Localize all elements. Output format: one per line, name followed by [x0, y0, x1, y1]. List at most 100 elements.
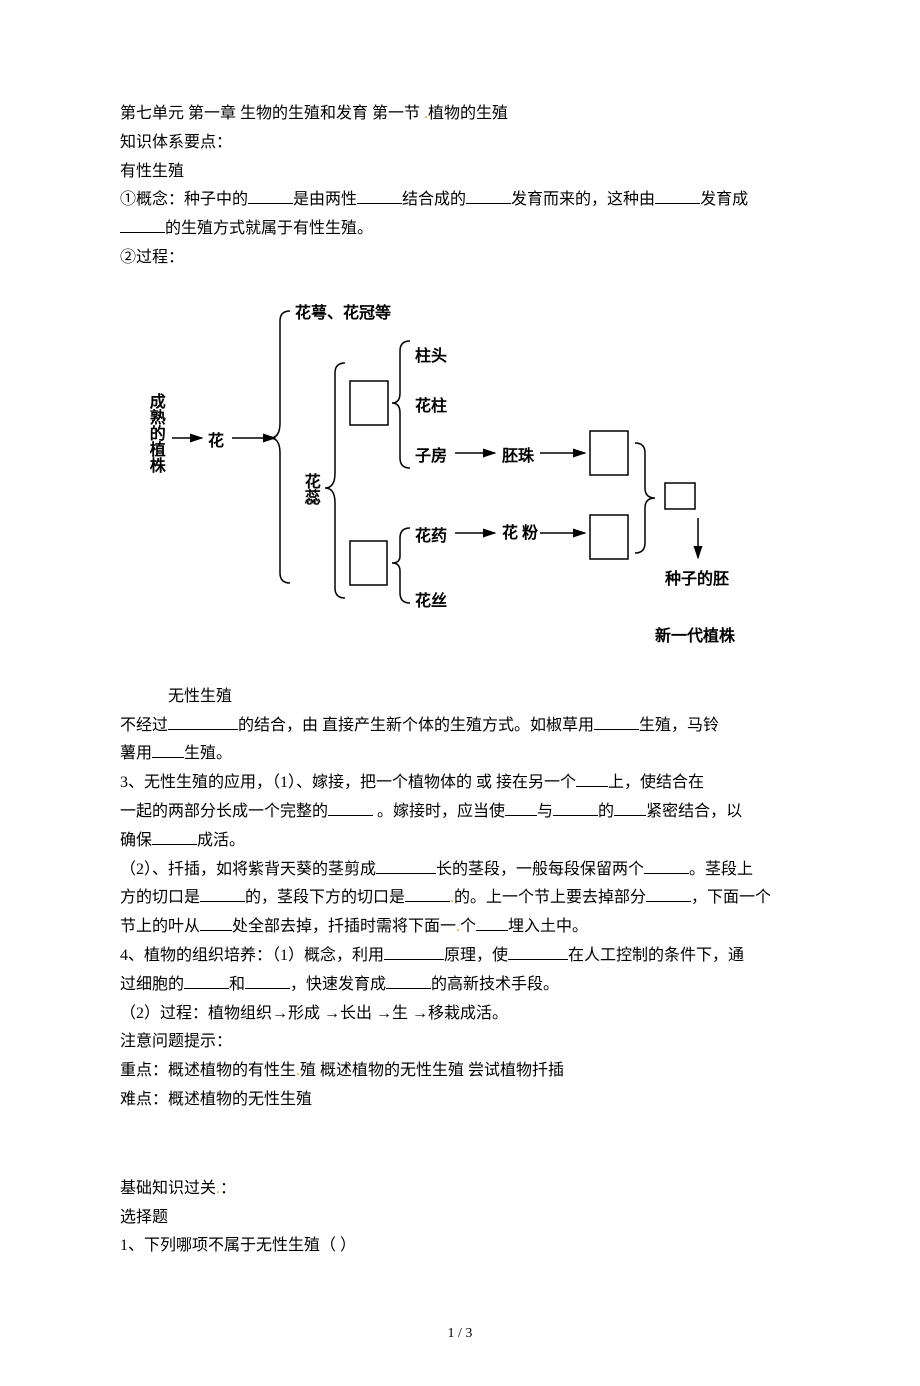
asexual-a: 不经过 — [120, 717, 168, 734]
item3-a: 3、无性生殖的应用，（1）、嫁接，把一个植物体的 或 接在另一个 — [120, 774, 576, 791]
blank — [466, 188, 511, 204]
item32-h: 节上的叶从 — [120, 918, 200, 935]
concept1-d: 发育而来的，这种由 — [511, 191, 655, 208]
blank — [152, 742, 184, 758]
blank — [376, 858, 436, 874]
concept-line1: ①概念：种子中的 是由两性 结合成的 发育而来的，这种由 发育成 — [120, 186, 800, 215]
blank — [405, 886, 450, 902]
key-line: 重点：概述植物的有性生.殖 概述植物的无性生殖 尝试植物扦插 — [120, 1057, 800, 1086]
blank — [594, 714, 639, 730]
item32-line3: 节上的叶从处全部去掉，扦插时需将下面一.个埋入土中。 — [120, 913, 800, 942]
asexual-line1: 不经过的结合，由 直接产生新个体的生殖方式。如椒草用生殖，马铃 — [120, 712, 800, 741]
q1: 1、下列哪项不属于无性生殖（ ） — [120, 1232, 800, 1261]
concept1-c: 结合成的 — [402, 191, 466, 208]
blank — [576, 771, 608, 787]
concept1-e: 发育成 — [700, 191, 748, 208]
asexual-c: 生殖，马铃 — [639, 717, 719, 734]
blank — [384, 944, 444, 960]
item32-e: 的，茎段下方的切口是 — [245, 889, 405, 906]
title-suffix: 植物的生殖 — [428, 105, 508, 122]
concept-line2: 的生殖方式就属于有性生殖。 — [120, 215, 800, 244]
item3-line1: 3、无性生殖的应用，（1）、嫁接，把一个植物体的 或 接在另一个 上，使结合在 — [120, 769, 800, 798]
item4-line2: 过细胞的 和 ，快速发育成 的高新技术手段。 — [120, 971, 800, 1000]
blank — [644, 858, 689, 874]
blank — [168, 714, 238, 730]
key-a: 重点：概述植物的有性生 — [120, 1062, 296, 1079]
flower-diagram: 成熟的植株 花 花萼、花冠等 花蕊 柱头 花柱 子房 胚珠 花药 花 粉 花丝 … — [120, 293, 820, 663]
blank — [386, 973, 431, 989]
item4-line1: 4、植物的组织培养：（1）概念，利用 原理，使 在人工控制的条件下，通 — [120, 942, 800, 971]
key-b: 殖 概述植物的无性生殖 尝试植物扦插 — [300, 1062, 564, 1079]
item32-d: 方的切口是 — [120, 889, 200, 906]
mature-plant-label: 成熟的植株 — [140, 393, 169, 473]
item32-line1: （2）、扦插，如将紫背天葵的茎剪成 长的茎段，一般每段保留两个 。茎段上 — [120, 856, 800, 885]
flower-label: 花 — [208, 428, 224, 457]
item3-h: 确保 — [120, 832, 152, 849]
blank — [245, 973, 290, 989]
blank — [505, 800, 537, 816]
item4-b: 原理，使 — [444, 947, 508, 964]
process-label: ②过程： — [120, 244, 800, 273]
page-footer: 1 / 3 — [120, 1321, 800, 1346]
item4-line3: （2）过程：植物组织→形成 →长出 →生 →移栽成活。 — [120, 1000, 800, 1029]
item3-i: 成活。 — [197, 832, 245, 849]
style-label: 花柱 — [415, 393, 447, 422]
filament-label: 花丝 — [415, 588, 447, 617]
sexual-title: 有性生殖 — [120, 158, 800, 187]
asexual-title: 无性生殖 — [120, 683, 800, 712]
huarui-label: 花蕊 — [295, 473, 324, 505]
item3-line3: 确保 成活。 — [120, 827, 800, 856]
difficulty-line: 难点：概述植物的无性生殖 — [120, 1086, 800, 1115]
item3-e: 与 — [537, 803, 553, 820]
item4-d: 过细胞的 — [120, 976, 184, 993]
item3-c: 一起的两部分长成一个完整的 — [120, 803, 328, 820]
item32-k: 埋入土中。 — [508, 918, 588, 935]
blank — [248, 188, 293, 204]
intro-label: 知识体系要点： — [120, 129, 800, 158]
item3-b: 上，使结合在 — [608, 774, 704, 791]
document-content: 第七单元 第一章 生物的生殖和发育 第一节 .植物的生殖 知识体系要点： 有性生… — [120, 100, 800, 1346]
blank — [614, 800, 646, 816]
item4-g: 的高新技术手段。 — [431, 976, 559, 993]
concept1-a: ①概念：种子中的 — [120, 191, 248, 208]
item32-i: 处全部去掉，扦插时需将下面一 — [232, 918, 456, 935]
concept1-b: 是由两性 — [293, 191, 357, 208]
item32-g: ，下面一个 — [691, 889, 771, 906]
item32-a: （2）、扦插，如将紫背天葵的茎剪成 — [120, 861, 376, 878]
blank — [646, 886, 691, 902]
item32-j: 个 — [460, 918, 476, 935]
item32-line2: 方的切口是的，茎段下方的切口是.的。上一个节上要去掉部分，下面一个 — [120, 884, 800, 913]
blank — [357, 188, 402, 204]
concept1-f: 的生殖方式就属于有性生殖。 — [165, 220, 373, 237]
item32-c: 。茎段上 — [689, 861, 753, 878]
asexual-d: 薯用 — [120, 745, 152, 762]
blank — [120, 217, 165, 233]
item32-b: 长的茎段，一般每段保留两个 — [436, 861, 644, 878]
blank — [553, 800, 598, 816]
blank — [508, 944, 568, 960]
anther-label: 花药 — [415, 523, 447, 552]
stigma-label: 柱头 — [415, 343, 447, 372]
blank — [184, 973, 229, 989]
item3-f: 的 — [598, 803, 614, 820]
item4-c: 在人工控制的条件下，通 — [568, 947, 744, 964]
seed-embryo-label: 种子的胚 — [665, 566, 729, 595]
blank — [655, 188, 700, 204]
blank — [476, 915, 508, 931]
item3-g: 紧密结合，以 — [646, 803, 742, 820]
page-number: 1 / 3 — [448, 1326, 473, 1341]
asexual-line2: 薯用 生殖。 — [120, 740, 800, 769]
ovule-label: 胚珠 — [502, 443, 534, 472]
calyx-corolla-label: 花萼、花冠等 — [295, 300, 391, 329]
new-plant-label: 新一代植株 — [655, 623, 735, 652]
pollen-label: 花 粉 — [502, 523, 538, 545]
item4-a: 4、植物的组织培养：（1）概念，利用 — [120, 947, 384, 964]
item4-e: 和 — [229, 976, 245, 993]
blank — [200, 886, 245, 902]
item3-d: 。嫁接时，应当使 — [373, 803, 505, 820]
item4-f: ，快速发育成 — [290, 976, 386, 993]
basics-suffix: ： — [220, 1180, 236, 1197]
asexual-e: 生殖。 — [184, 745, 232, 762]
basics-text: 基础知识过关 — [120, 1180, 216, 1197]
blank — [200, 915, 232, 931]
